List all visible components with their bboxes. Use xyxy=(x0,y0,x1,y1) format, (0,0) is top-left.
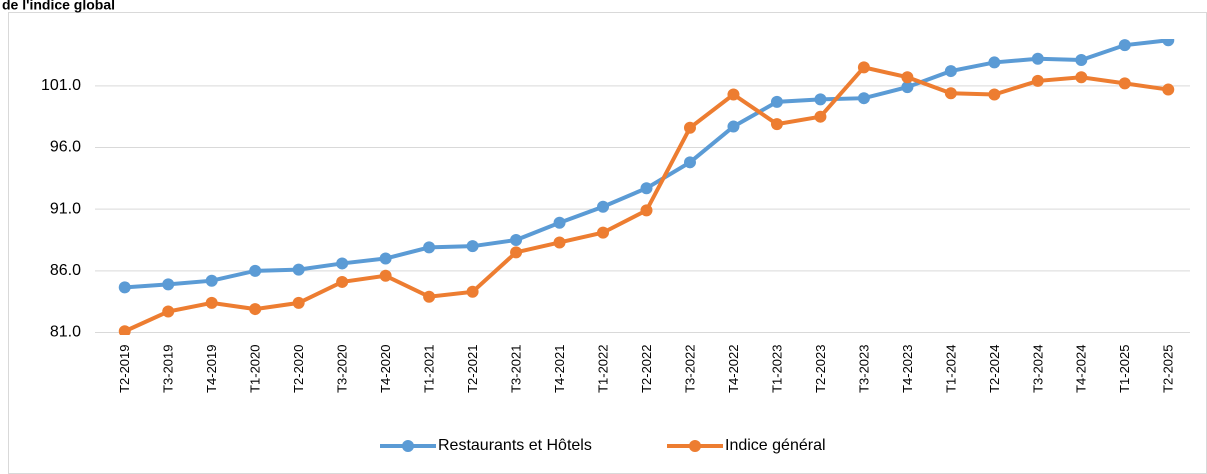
data-point xyxy=(249,264,262,277)
data-point xyxy=(336,257,349,270)
series-line xyxy=(123,65,1169,334)
x-tick-label: T3-2023 xyxy=(856,345,871,393)
data-point xyxy=(640,204,653,217)
data-point xyxy=(466,240,479,253)
data-point xyxy=(857,92,870,105)
data-point xyxy=(466,285,479,298)
x-tick-label: T1-2021 xyxy=(422,345,437,393)
x-tick-label: T2-2019 xyxy=(117,345,132,393)
x-tick-label: T3-2024 xyxy=(1030,345,1045,393)
data-point xyxy=(901,81,914,94)
legend-marker xyxy=(689,440,701,452)
x-tick-label: T2-2023 xyxy=(813,345,828,393)
x-tick-label: T2-2020 xyxy=(291,345,306,393)
x-tick-label: T3-2021 xyxy=(508,345,523,393)
data-point xyxy=(727,88,740,101)
data-point xyxy=(379,269,392,282)
data-point xyxy=(988,88,1001,101)
data-point xyxy=(727,120,740,133)
x-tick-label: T4-2023 xyxy=(900,345,915,393)
x-tick-label: T2-2022 xyxy=(639,345,654,393)
data-point xyxy=(510,234,523,247)
x-tick-label: T1-2025 xyxy=(1117,345,1132,393)
data-point xyxy=(118,325,131,335)
data-point xyxy=(1162,83,1175,96)
data-point xyxy=(162,278,175,291)
y-tick-label: 96.0 xyxy=(50,139,81,156)
data-point xyxy=(162,305,175,318)
x-tick-label: T1-2023 xyxy=(769,345,784,393)
data-point xyxy=(770,118,783,131)
x-tick-label: T4-2020 xyxy=(378,345,393,393)
data-point xyxy=(814,110,827,123)
data-point xyxy=(901,71,914,84)
data-point xyxy=(205,296,218,309)
x-tick-label: T2-2025 xyxy=(1161,345,1176,393)
data-point xyxy=(1031,74,1044,87)
x-tick-label: T3-2020 xyxy=(335,345,350,393)
data-point xyxy=(1118,39,1131,52)
data-point xyxy=(205,274,218,287)
y-tick-label: 81.0 xyxy=(50,324,81,341)
y-tick-label: 91.0 xyxy=(50,200,81,217)
chart-border xyxy=(8,12,1207,474)
x-tick-label: T1-2024 xyxy=(943,345,958,393)
data-point xyxy=(944,87,957,100)
x-tick-label: T3-2022 xyxy=(682,345,697,393)
data-point xyxy=(553,236,566,249)
x-tick-label: T4-2024 xyxy=(1074,345,1089,393)
data-point xyxy=(814,93,827,106)
data-point xyxy=(944,65,957,78)
legend-label: Indice général xyxy=(725,437,826,454)
data-point xyxy=(423,290,436,303)
data-point xyxy=(1075,71,1088,84)
chart-title: de l'indice global xyxy=(2,0,115,13)
y-tick-label: 101.0 xyxy=(41,77,81,94)
series-line xyxy=(124,39,1169,290)
y-tick-label: 86.0 xyxy=(50,262,81,279)
data-point xyxy=(553,216,566,229)
x-tick-label: T4-2019 xyxy=(204,345,219,393)
data-point xyxy=(292,296,305,309)
data-point xyxy=(1162,39,1175,47)
x-tick-label: T4-2022 xyxy=(726,345,741,393)
x-tick-label: T4-2021 xyxy=(552,345,567,393)
data-point xyxy=(683,156,696,169)
legend-marker xyxy=(402,440,414,452)
data-point xyxy=(988,56,1001,69)
data-point xyxy=(510,246,523,259)
data-point xyxy=(770,95,783,108)
data-point xyxy=(597,200,610,213)
x-tick-label: T2-2021 xyxy=(465,345,480,393)
x-tick-label: T3-2019 xyxy=(161,345,176,393)
data-point xyxy=(249,303,262,316)
x-tick-label: T1-2020 xyxy=(248,345,263,393)
data-point xyxy=(423,241,436,254)
data-point xyxy=(1118,77,1131,90)
legend-label: Restaurants et Hôtels xyxy=(438,437,592,454)
data-point xyxy=(292,263,305,276)
data-point xyxy=(640,182,653,195)
data-point xyxy=(1031,52,1044,65)
data-point xyxy=(379,252,392,265)
data-point xyxy=(683,121,696,134)
data-point xyxy=(857,61,870,74)
data-point xyxy=(597,226,610,239)
data-point xyxy=(336,275,349,288)
x-tick-label: T2-2024 xyxy=(987,345,1002,393)
data-point xyxy=(1075,53,1088,66)
x-tick-label: T1-2022 xyxy=(595,345,610,393)
data-point xyxy=(118,281,131,294)
